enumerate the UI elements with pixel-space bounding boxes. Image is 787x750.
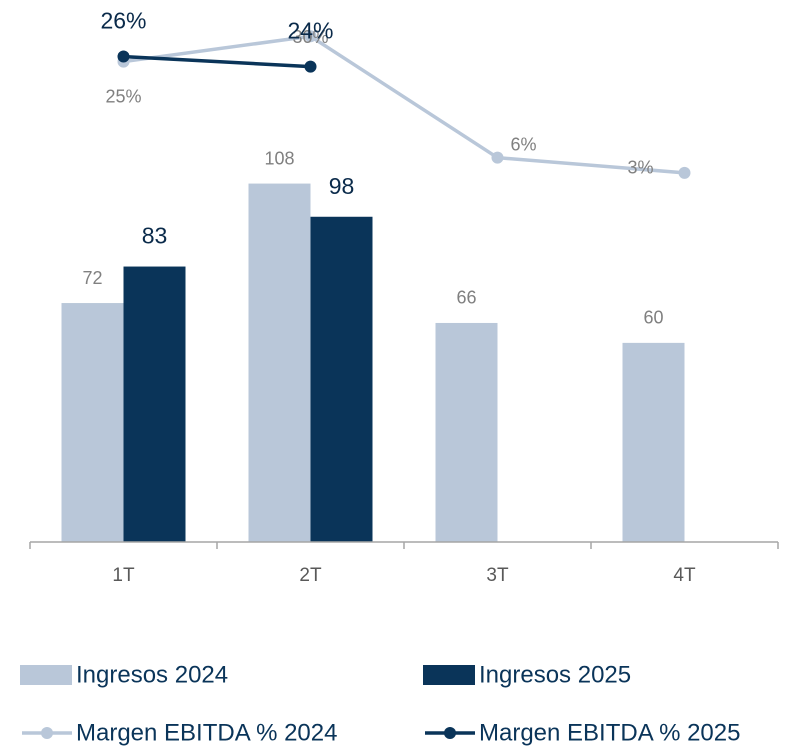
- legend-marker: [41, 727, 53, 739]
- bar: [123, 266, 186, 542]
- line-point: [304, 30, 317, 43]
- line: [123, 34, 685, 175]
- bar-value-label: 60: [643, 308, 663, 328]
- x-tick-label: 1T: [112, 565, 135, 586]
- legend-label: Ingresos 2024: [76, 661, 228, 688]
- line-value-label: 25%: [105, 86, 141, 106]
- line-value-label: 6%: [510, 134, 536, 154]
- line-value-label: 3%: [627, 158, 653, 178]
- x-tick-label: 2T: [299, 565, 322, 586]
- legend-marker: [444, 727, 456, 739]
- bar: [435, 322, 498, 542]
- line-point: [117, 50, 130, 63]
- line-value-label: 30%: [292, 27, 328, 47]
- line-point: [491, 151, 504, 164]
- legend-label: Ingresos 2025: [479, 661, 631, 688]
- line-point: [678, 166, 691, 179]
- bar-value-label: 72: [82, 268, 102, 288]
- line-point: [304, 60, 317, 73]
- legend-swatch: [20, 665, 72, 685]
- line-value-label: 26%: [100, 8, 146, 34]
- bar-value-label: 83: [142, 223, 168, 249]
- legend-label: Margen EBITDA % 2024: [76, 719, 337, 746]
- x-tick-label: 4T: [673, 565, 696, 586]
- bar: [61, 303, 124, 542]
- x-tick-label: 3T: [486, 565, 509, 586]
- bar: [622, 342, 685, 542]
- bar-value-label: 66: [456, 288, 476, 308]
- line: [123, 54, 311, 69]
- legend-swatch: [423, 665, 475, 685]
- bar: [310, 216, 373, 542]
- bar-value-label: 108: [264, 148, 294, 168]
- line-value-label: 24%: [287, 18, 333, 44]
- bar-value-label: 98: [329, 173, 355, 199]
- bar: [248, 183, 311, 542]
- legend-label: Margen EBITDA % 2025: [479, 719, 740, 746]
